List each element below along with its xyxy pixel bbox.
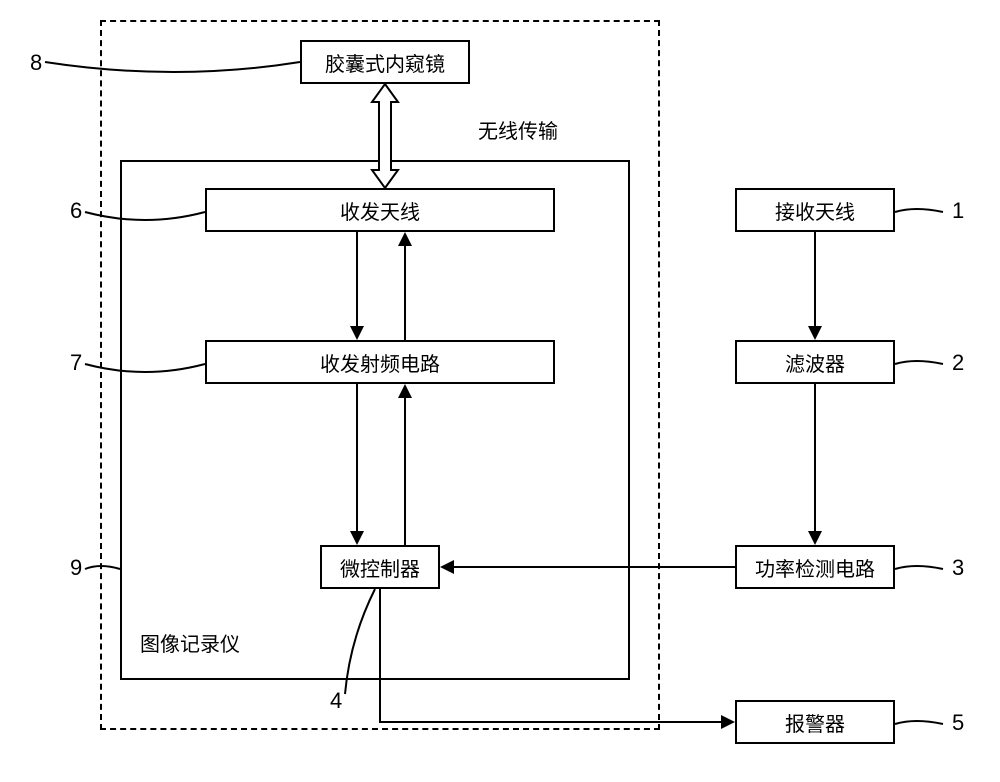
lead-line-9: [85, 567, 125, 577]
label-3: 3: [952, 555, 964, 581]
arrow-filter-power: [808, 384, 822, 545]
lead-line-7: [85, 362, 215, 382]
arrow-rx-filter: [808, 232, 822, 340]
arrow-capsule-antenna: [370, 84, 400, 188]
label-2: 2: [952, 350, 964, 376]
label-5: 5: [952, 710, 964, 736]
arrow-antenna-rf-down: [350, 232, 364, 340]
lead-line-3: [895, 567, 945, 577]
label-9: 9: [70, 555, 82, 581]
rf-circuit-box: 收发射频电路: [205, 340, 555, 384]
microcontroller-box: 微控制器: [320, 545, 440, 589]
arrow-rf-mcu-up: [398, 384, 412, 545]
label-4: 4: [330, 688, 342, 714]
lead-line-6: [85, 210, 215, 230]
arrow-antenna-rf-up: [398, 232, 412, 340]
capsule-endoscope-box: 胶囊式内窥镜: [300, 40, 470, 84]
lead-line-5: [895, 722, 945, 732]
lead-line-1: [895, 210, 945, 220]
lead-line-2: [895, 362, 945, 372]
image-recorder-label: 图像记录仪: [140, 628, 240, 657]
filter-box: 滤波器: [735, 340, 895, 384]
label-7: 7: [70, 350, 82, 376]
power-detection-box: 功率检测电路: [735, 545, 895, 589]
arrow-rf-mcu-down: [350, 384, 364, 545]
lead-line-8: [45, 62, 305, 82]
label-1: 1: [952, 198, 964, 224]
wireless-label: 无线传输: [478, 115, 558, 144]
receive-antenna-box: 接收天线: [735, 188, 895, 232]
label-6: 6: [70, 198, 82, 224]
alarm-box: 报警器: [735, 700, 895, 744]
arrow-mcu-alarm: [373, 589, 735, 729]
transceiver-antenna-box: 收发天线: [205, 188, 555, 232]
arrow-power-mcu: [440, 560, 735, 574]
label-8: 8: [30, 50, 42, 76]
